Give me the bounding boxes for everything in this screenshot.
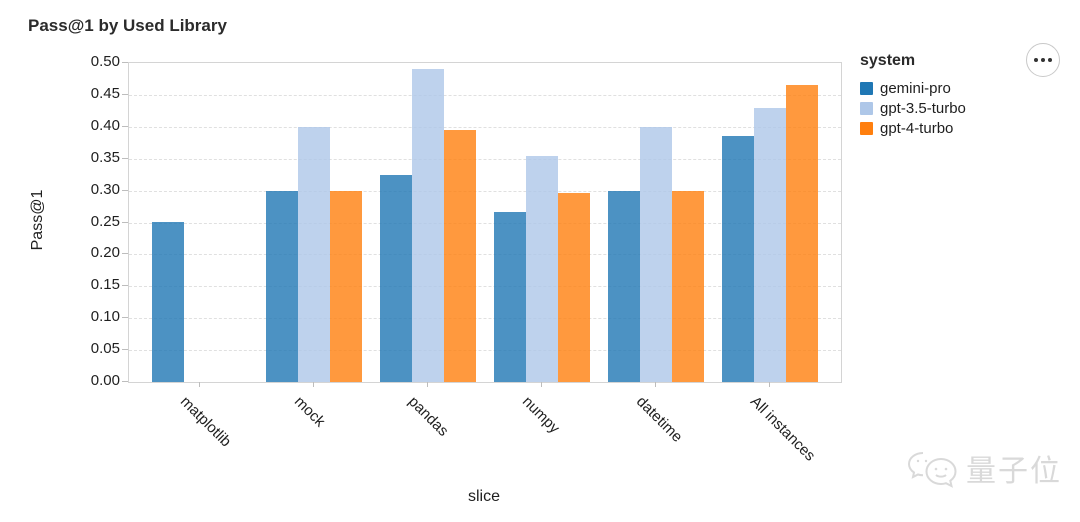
bar-gemini-pro-mock <box>266 190 298 382</box>
bar-gpt-3.5-turbo-numpy <box>526 155 558 382</box>
x-tick-label: numpy <box>518 393 563 437</box>
y-tick-label: 0.25 <box>90 212 120 230</box>
x-axis-tick <box>199 382 200 387</box>
bar-gpt-3.5-turbo-pandas <box>412 69 444 382</box>
bar-gpt-3.5-turbo-mock <box>298 126 330 382</box>
gridline <box>129 318 841 320</box>
gridline <box>129 254 841 256</box>
x-tick-label: All instances <box>746 393 819 465</box>
watermark-text: 量子位 <box>966 455 1062 488</box>
x-axis-tick <box>313 382 314 387</box>
wechat-bubbles-icon <box>907 452 957 488</box>
x-tick-label: matplotlib <box>176 393 235 451</box>
legend-label: gpt-3.5-turbo <box>880 99 966 117</box>
legend-swatch-icon <box>860 121 873 135</box>
x-axis-tick <box>427 382 428 387</box>
y-tick-label: 0.40 <box>90 116 120 134</box>
y-axis-title: Pass@1 <box>29 189 46 251</box>
x-tick-label: pandas <box>404 393 452 440</box>
legend-item-gpt-3.5-turbo: gpt-3.5-turbo <box>860 98 966 118</box>
gridline <box>129 94 841 96</box>
bar-gemini-pro-pandas <box>380 174 412 382</box>
x-tick-label: mock <box>290 393 329 431</box>
ellipsis-icon <box>1041 58 1045 62</box>
bar-gemini-pro-datetime <box>608 190 640 382</box>
y-tick-label: 0.05 <box>90 340 120 358</box>
gridline <box>129 350 841 352</box>
x-axis-tick <box>541 382 542 387</box>
y-axis-tick <box>122 381 128 382</box>
y-axis-tick <box>122 189 128 191</box>
y-tick-label: 0.00 <box>90 372 120 389</box>
plot-area <box>128 62 842 383</box>
bar-gemini-pro-All-instances <box>722 136 754 382</box>
x-axis-title: slice <box>467 488 501 505</box>
legend-item-gemini-pro: gemini-pro <box>860 78 966 98</box>
y-axis-tick <box>122 285 128 287</box>
y-tick-label: 0.45 <box>90 84 120 102</box>
bar-gpt-4-turbo-All-instances <box>786 85 818 382</box>
bar-gpt-4-turbo-mock <box>330 190 362 382</box>
gridline <box>129 158 841 160</box>
ellipsis-icon <box>1048 58 1052 62</box>
bar-gpt-3.5-turbo-All-instances <box>754 107 786 382</box>
y-tick-label: 0.20 <box>90 244 120 262</box>
bar-gemini-pro-matplotlib <box>152 221 184 382</box>
x-axis-tick <box>769 382 770 387</box>
gridline <box>129 286 841 288</box>
y-tick-label: 0.50 <box>90 53 120 70</box>
y-axis-tick <box>122 125 128 127</box>
y-axis-tick <box>122 349 128 351</box>
bar-gpt-4-turbo-pandas <box>444 130 476 382</box>
bar-gpt-3.5-turbo-datetime <box>640 126 672 382</box>
chart-title: Pass@1 by Used Library <box>28 16 227 35</box>
bar-gpt-4-turbo-numpy <box>558 193 590 382</box>
y-tick-label: 0.15 <box>90 276 120 294</box>
y-axis-tick <box>122 221 128 223</box>
y-tick-label: 0.35 <box>90 148 120 166</box>
y-axis-tick <box>122 317 128 319</box>
bar-gpt-4-turbo-datetime <box>672 190 704 382</box>
more-options-button[interactable] <box>1026 43 1060 77</box>
y-tick-label: 0.10 <box>90 308 120 326</box>
ellipsis-icon <box>1034 58 1038 62</box>
legend-swatch-icon <box>860 81 873 95</box>
legend-items: gemini-pro gpt-3.5-turbo gpt-4-turbo <box>860 78 966 138</box>
y-axis-tick <box>122 62 128 63</box>
legend: system gemini-pro gpt-3.5-turbo gpt-4-turb… <box>860 52 966 138</box>
gridline <box>129 222 841 224</box>
y-tick-label: 0.30 <box>90 180 120 198</box>
legend-label: gemini-pro <box>880 79 951 97</box>
y-axis-tick <box>122 253 128 255</box>
legend-swatch-icon <box>860 101 873 115</box>
x-axis-tick <box>655 382 656 387</box>
gridline <box>129 126 841 128</box>
y-axis-tick <box>122 157 128 159</box>
x-tick-label: datetime <box>632 393 686 446</box>
legend-item-gpt-4-turbo: gpt-4-turbo <box>860 118 966 138</box>
watermark: 量子位 <box>906 450 1062 494</box>
y-axis-tick <box>122 93 128 95</box>
gridline <box>129 190 841 192</box>
legend-label: gpt-4-turbo <box>880 119 954 137</box>
legend-title: system <box>860 52 916 69</box>
bar-gemini-pro-numpy <box>494 211 526 382</box>
